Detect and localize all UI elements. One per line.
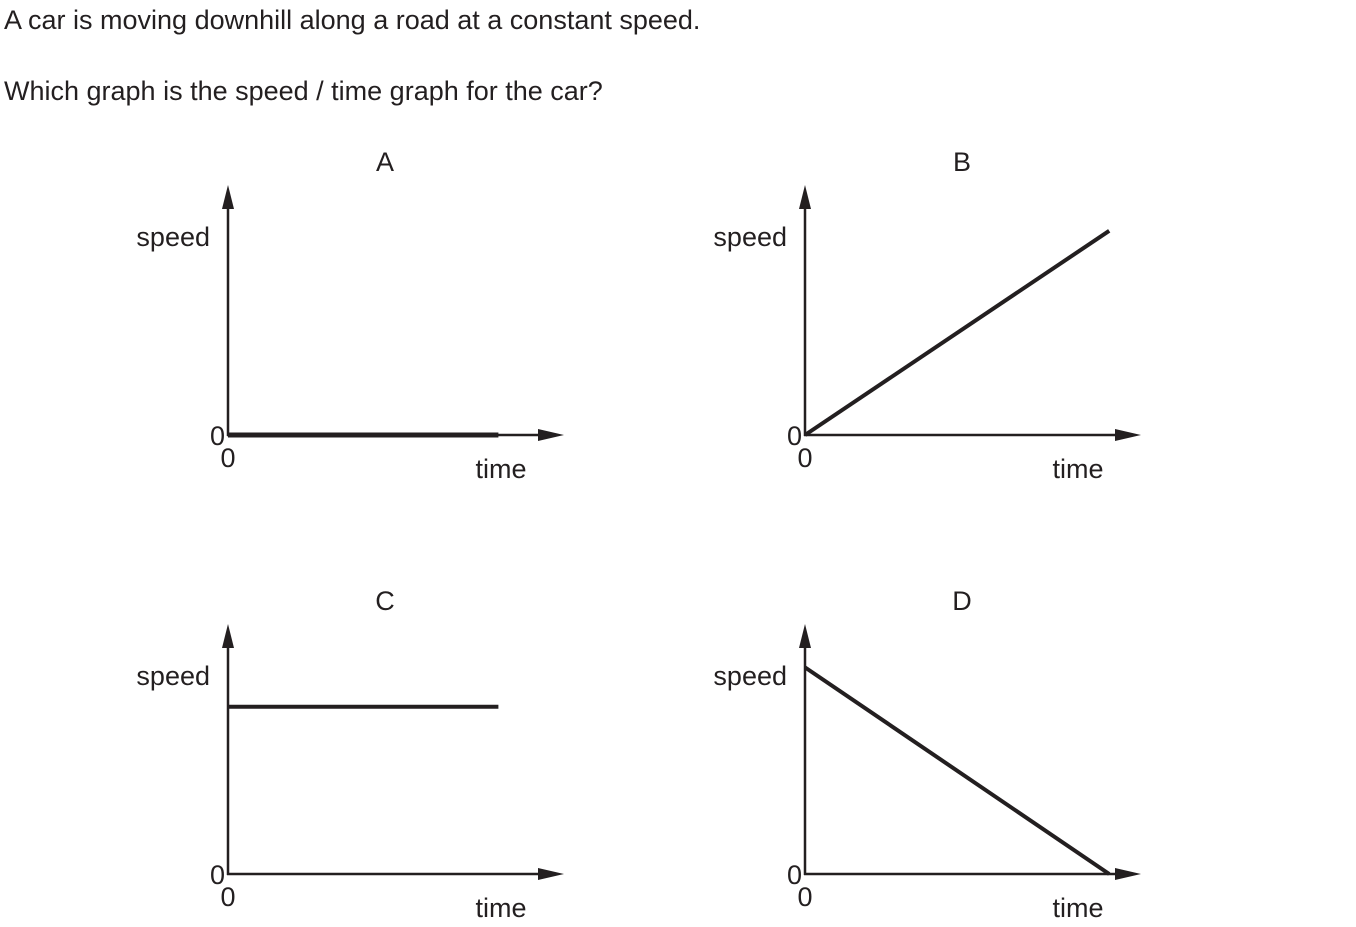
y-origin-label: 0: [787, 421, 802, 451]
series-line: [803, 229, 1111, 437]
x-origin-label: 0: [220, 882, 235, 912]
y-axis-label: speed: [713, 222, 787, 252]
question-prompt: Which graph is the speed / time graph fo…: [4, 76, 603, 106]
y-axis-label: speed: [713, 661, 787, 691]
y-axis-arrow: [799, 185, 811, 209]
x-origin-label: 0: [220, 443, 235, 473]
graph-title: C: [375, 586, 395, 616]
x-axis-arrow: [538, 868, 564, 880]
x-axis-arrow: [1115, 868, 1141, 880]
x-axis-arrow: [538, 429, 564, 441]
y-axis-label: speed: [136, 222, 210, 252]
graph-title: D: [952, 586, 972, 616]
y-origin-label: 0: [210, 860, 225, 890]
x-axis-label: time: [475, 454, 526, 484]
x-origin-label: 0: [797, 882, 812, 912]
y-axis-arrow: [222, 624, 234, 648]
graph-title: A: [376, 147, 394, 177]
y-origin-label: 0: [210, 421, 225, 451]
x-axis-label: time: [1052, 893, 1103, 923]
x-axis-arrow: [1115, 429, 1141, 441]
question-stem: A car is moving downhill along a road at…: [4, 5, 701, 35]
y-origin-label: 0: [787, 860, 802, 890]
series-line: [803, 665, 1111, 876]
x-axis-label: time: [475, 893, 526, 923]
graph-title: B: [953, 147, 971, 177]
y-axis-label: speed: [136, 661, 210, 691]
y-axis-arrow: [799, 624, 811, 648]
y-axis-arrow: [222, 185, 234, 209]
x-origin-label: 0: [797, 443, 812, 473]
x-axis-label: time: [1052, 454, 1103, 484]
